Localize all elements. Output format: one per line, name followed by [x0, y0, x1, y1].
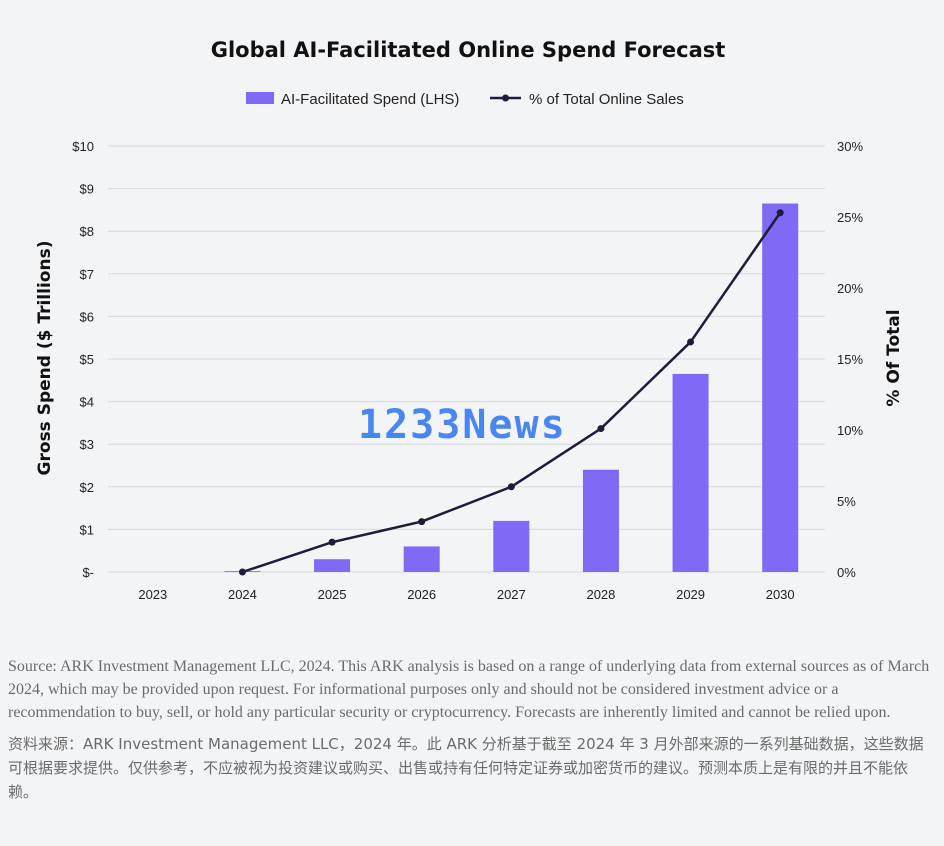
y-tick-label: $10: [72, 139, 94, 154]
line-point: [776, 209, 784, 217]
x-tick-label: 2029: [676, 587, 705, 602]
y2-tick-label: 5%: [837, 494, 856, 509]
x-tick-label: 2027: [497, 587, 526, 602]
y-tick-label: $4: [80, 395, 94, 410]
line-point: [328, 538, 336, 546]
legend: AI-Facilitated Spend (LHS) % of Total On…: [246, 91, 684, 108]
line-point: [687, 338, 695, 346]
y2-tick-label: 0%: [837, 565, 856, 580]
line-point: [418, 518, 426, 526]
y2-tick-label: 15%: [837, 352, 863, 367]
source-chinese: 资料来源：ARK Investment Management LLC，2024 …: [8, 735, 924, 801]
y-tick-label: $3: [80, 437, 94, 452]
bar: [403, 546, 440, 572]
y-tick-label: $7: [80, 267, 94, 282]
watermark: 1233News: [358, 402, 567, 448]
x-tick-label: 2025: [318, 587, 347, 602]
line-series: [238, 209, 784, 576]
y2-tick-label: 30%: [837, 139, 863, 154]
chart: Global AI-Facilitated Online Spend Forec…: [35, 38, 904, 602]
y2-tick-label: 25%: [837, 210, 863, 225]
legend-bar-swatch: [246, 92, 274, 104]
chart-title: Global AI-Facilitated Online Spend Forec…: [211, 38, 726, 62]
line-point: [507, 483, 515, 491]
legend-line-marker: [502, 94, 509, 102]
y-tick-label: $1: [80, 522, 94, 537]
y-axis-left-ticks: $- $1 $2 $3 $4 $5 $6 $7 $8 $9 $10: [72, 139, 94, 580]
x-axis-ticks: 2023 2024 2025 2026 2027 2028 2029 2030: [138, 587, 794, 602]
bar: [493, 520, 530, 572]
y-axis-right-ticks: 0% 5% 10% 15% 20% 25% 30%: [837, 139, 863, 580]
bar: [314, 559, 351, 572]
y-tick-label: $-: [82, 565, 94, 580]
line-point: [238, 568, 246, 576]
gridlines: [108, 145, 825, 573]
y2-tick-label: 10%: [837, 423, 863, 438]
bar-series: [224, 203, 799, 572]
x-tick-label: 2026: [407, 587, 436, 602]
x-tick-label: 2030: [766, 587, 795, 602]
line-point: [597, 425, 605, 433]
x-tick-label: 2024: [228, 587, 257, 602]
y-tick-label: $8: [80, 224, 94, 239]
bar: [672, 373, 709, 572]
source-note: Source: ARK Investment Management LLC, 2…: [8, 655, 933, 812]
y-tick-label: $9: [80, 182, 94, 197]
bar: [762, 203, 799, 572]
y-tick-label: $5: [80, 352, 94, 367]
x-tick-label: 2028: [586, 587, 615, 602]
y2-tick-label: 20%: [837, 281, 863, 296]
source-english: Source: ARK Investment Management LLC, 2…: [8, 658, 930, 721]
bar: [582, 469, 619, 572]
y-axis-left-title: Gross Spend ($ Trillions): [35, 241, 55, 476]
legend-line-label: % of Total Online Sales: [529, 91, 684, 108]
y-axis-right-title: % Of Total: [884, 309, 904, 406]
y-tick-label: $6: [80, 309, 94, 324]
x-tick-label: 2023: [138, 587, 167, 602]
y-tick-label: $2: [80, 480, 94, 495]
legend-bar-label: AI-Facilitated Spend (LHS): [281, 91, 459, 108]
